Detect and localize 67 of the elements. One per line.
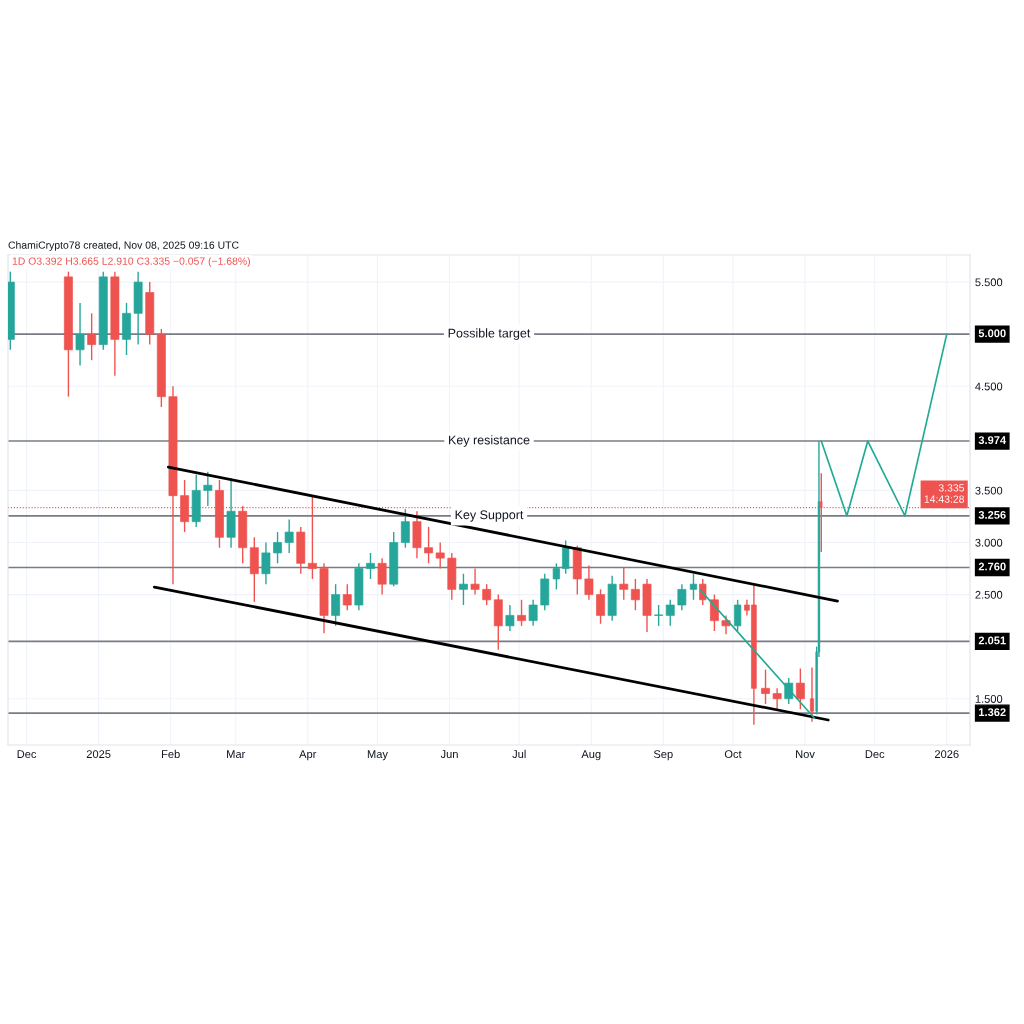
candlestick [761,668,770,705]
candlestick [261,541,271,585]
candlestick [435,541,445,570]
y-tick-label: 4.500 [975,382,1003,391]
candlestick [366,552,375,580]
ref-line-label: 5.000 [978,329,1006,338]
y-tick-label: 2.500 [975,590,1003,599]
candlestick [505,604,515,632]
candlestick [552,562,560,591]
candlestick [677,583,687,611]
candlestick [424,526,433,565]
candlestick [87,312,97,361]
text: ChamiCrypto78 created, Nov 08, 2025 09:16 UTC [8,241,239,251]
x-tick-label: 2026 [934,750,959,759]
candlestick [689,573,698,601]
ref-line-label: 2.051 [978,636,1006,645]
annotation: Key Support [455,510,524,522]
x-tick-label: 2025 [86,750,111,759]
x-tick-label: May [367,750,388,761]
candlestick [331,583,341,627]
ref-line-label: 1.362 [979,708,1006,717]
candlestick [665,599,675,627]
candlestick [482,583,492,606]
candlestick [596,588,605,625]
candlestick [619,566,629,601]
candlestick [709,593,719,632]
candlestick [784,677,794,705]
x-tick-label: Aug [581,750,601,761]
x-tick-label: Sep [653,750,673,761]
candlestick [342,583,352,611]
candlestick [459,573,468,606]
candlestick [528,599,538,627]
annotation: 1D O3.392 H3.665 L2.910 C3.335 −0.057 (−1.68%) [12,257,250,267]
x-tick-label: Mar [227,750,246,759]
x-tick-label: Feb [162,749,180,759]
candlestick [584,564,594,601]
annotation: Possible target [448,328,531,340]
annotation: 3.335 14:43:28 [924,484,965,503]
x-tick-label: Dec [17,750,37,759]
ref-line-label: 2.760 [978,562,1006,571]
candlestick [562,539,570,575]
candlestick [654,604,664,627]
candlestick [377,557,387,596]
x-tick-label: Apr [299,750,317,761]
x-tick-label: Oct [724,750,742,759]
candlestick [795,667,805,710]
y-tick-label: 3.000 [975,538,1003,547]
candlestick [734,599,742,632]
annotation: Key resistance [449,435,530,447]
candlestick [284,518,294,554]
ref-line-label: 3.256 [978,510,1006,519]
x-tick-label: Jun [440,750,458,759]
candlestick [400,508,410,549]
candlestick [630,578,640,611]
candlestick [772,687,782,710]
x-tick-label: Dec [865,750,885,759]
y-tick-label: 1.500 [975,695,1003,703]
y-tick-label: 5.500 [975,278,1003,287]
x-tick-label: Jul [512,749,526,759]
candlestick [75,302,85,367]
x-tick-label: Nov [796,750,815,759]
candlestick [470,567,480,596]
candlestick [203,470,213,507]
candlestick [517,599,526,627]
ref-line-label: 3.974 [978,436,1007,445]
candlestick [273,531,282,565]
y-tick-label: 3.500 [975,486,1003,495]
